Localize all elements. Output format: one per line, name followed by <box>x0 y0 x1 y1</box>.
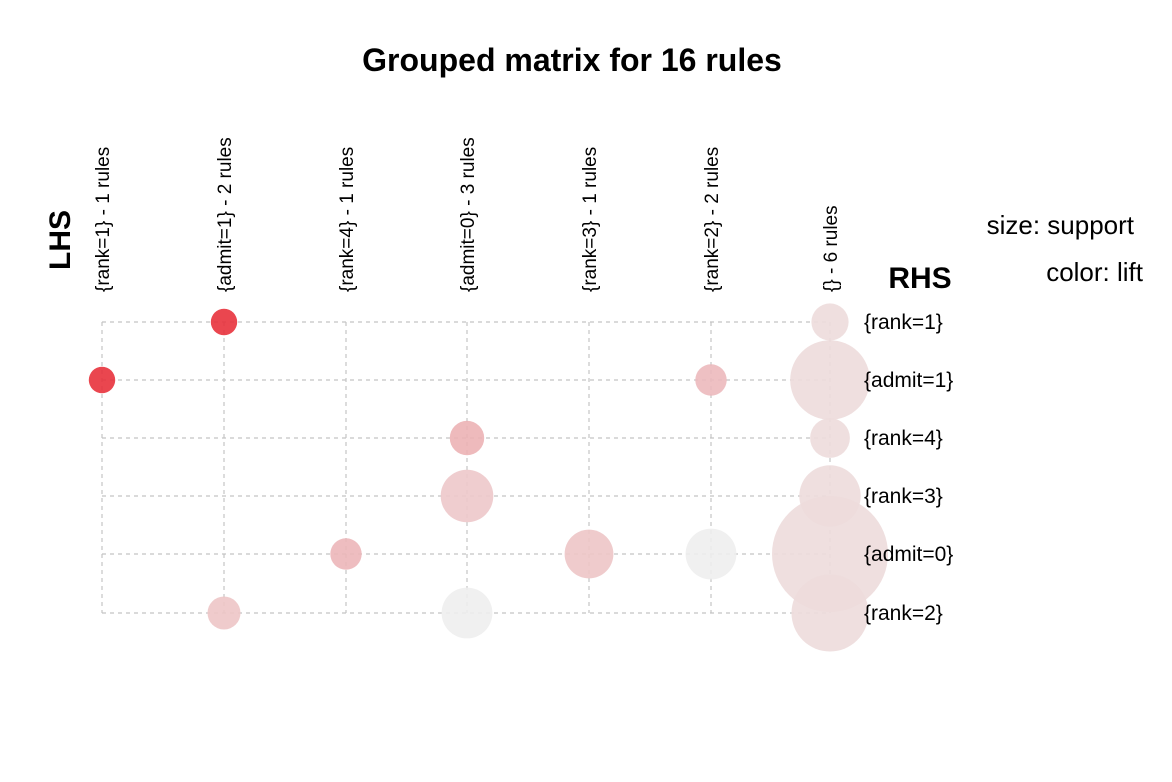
column-label-3: {admit=0} - 3 rules <box>458 137 479 292</box>
bubble-point-12 <box>810 418 850 458</box>
chart-title: Grouped matrix for 16 rules <box>362 42 782 78</box>
bubble-point-1 <box>88 366 116 394</box>
row-label-1: {admit=1} <box>864 369 953 392</box>
column-label-4: {rank=3} - 1 rules <box>580 147 601 292</box>
bubble-point-8 <box>207 596 241 630</box>
bubble-point-3 <box>449 420 485 456</box>
bubble-point-11 <box>790 340 870 420</box>
row-label-4: {admit=0} <box>864 543 953 566</box>
bubble-point-9 <box>441 587 493 639</box>
x-axis-title: LHS <box>44 210 77 270</box>
column-label-6: {} - 6 rules <box>821 205 842 292</box>
column-labels: {rank=1} - 1 rules {admit=1} - 2 rules {ra… <box>93 137 842 292</box>
column-label-2: {rank=4} - 1 rules <box>337 147 358 292</box>
column-label-5: {rank=2} - 2 rules <box>702 147 723 292</box>
bubble-point-15 <box>791 574 869 652</box>
bubble-point-10 <box>811 303 849 341</box>
bubble-point-4 <box>440 469 494 523</box>
bubble-point-2 <box>695 364 727 396</box>
bubble-point-14 <box>772 496 888 612</box>
bubble-layer <box>88 303 888 652</box>
row-label-5: {rank=2} <box>864 602 943 625</box>
column-label-1: {admit=1} - 2 rules <box>215 137 236 292</box>
bubble-point-0 <box>210 308 238 336</box>
legend-size-label: size: support <box>987 210 1135 240</box>
row-labels: {rank=1} {admit=1} {rank=4} {rank=3} {admit=… <box>864 311 953 625</box>
legend-color-label: color: lift <box>1046 257 1144 287</box>
row-label-0: {rank=1} <box>864 311 943 334</box>
y-axis-title: RHS <box>888 262 951 295</box>
row-label-2: {rank=4} <box>864 427 943 450</box>
bubble-point-7 <box>685 528 737 580</box>
bubble-point-6 <box>564 529 614 579</box>
bubble-point-5 <box>330 538 362 570</box>
column-label-0: {rank=1} - 1 rules <box>93 147 114 292</box>
row-label-3: {rank=3} <box>864 485 943 508</box>
